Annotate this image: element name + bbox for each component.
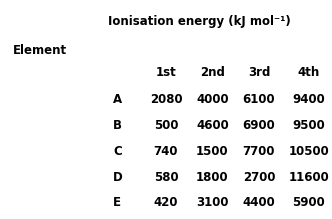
Text: 4400: 4400 bbox=[243, 196, 275, 209]
Text: C: C bbox=[113, 145, 122, 158]
Text: E: E bbox=[113, 196, 121, 209]
Text: 9500: 9500 bbox=[292, 119, 325, 132]
Text: 3rd: 3rd bbox=[248, 66, 270, 79]
Text: Ionisation energy (kJ mol⁻¹): Ionisation energy (kJ mol⁻¹) bbox=[108, 15, 290, 28]
Text: D: D bbox=[113, 171, 123, 184]
Text: 420: 420 bbox=[154, 196, 178, 209]
Text: 7700: 7700 bbox=[243, 145, 275, 158]
Text: 5900: 5900 bbox=[292, 196, 325, 209]
Text: 4000: 4000 bbox=[196, 93, 229, 106]
Text: 6900: 6900 bbox=[243, 119, 275, 132]
Text: 1500: 1500 bbox=[196, 145, 229, 158]
Text: 9400: 9400 bbox=[292, 93, 325, 106]
Text: B: B bbox=[113, 119, 122, 132]
Text: 580: 580 bbox=[154, 171, 178, 184]
Text: 4th: 4th bbox=[297, 66, 320, 79]
Text: 740: 740 bbox=[154, 145, 178, 158]
Text: 2080: 2080 bbox=[150, 93, 182, 106]
Text: 1st: 1st bbox=[156, 66, 176, 79]
Text: 6100: 6100 bbox=[243, 93, 275, 106]
Text: 3100: 3100 bbox=[196, 196, 229, 209]
Text: 2nd: 2nd bbox=[200, 66, 225, 79]
Text: 500: 500 bbox=[154, 119, 178, 132]
Text: A: A bbox=[113, 93, 122, 106]
Text: 1800: 1800 bbox=[196, 171, 229, 184]
Text: 4600: 4600 bbox=[196, 119, 229, 132]
Text: 10500: 10500 bbox=[289, 145, 329, 158]
Text: Element: Element bbox=[13, 44, 67, 57]
Text: 11600: 11600 bbox=[289, 171, 329, 184]
Text: 2700: 2700 bbox=[243, 171, 275, 184]
